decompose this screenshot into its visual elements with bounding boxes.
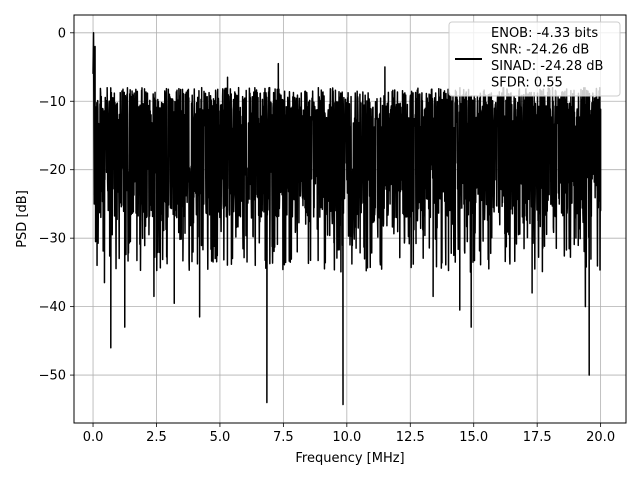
y-tick-label: −30: [39, 232, 66, 247]
legend-box: [448, 21, 621, 97]
legend-line-snr: SNR: -24.26 dB: [491, 43, 589, 58]
series-group: [92, 32, 602, 406]
y-tick-label: −50: [39, 369, 66, 384]
y-tick-label: 0: [58, 26, 66, 41]
psd-series-line: [92, 32, 602, 406]
x-tick-label: 20.0: [586, 430, 615, 445]
x-ticks: 0.0 2.5 5.0 7.5 10.0 12.5 15.0 17.5 20.0: [83, 423, 615, 445]
y-axis-label: PSD [dB]: [15, 190, 30, 248]
x-tick-label: 17.5: [523, 430, 552, 445]
legend: ENOB: -4.33 bits SNR: -24.26 dB SINAD: -…: [448, 21, 621, 97]
legend-line-sinad: SINAD: -24.28 dB: [491, 59, 603, 74]
x-tick-label: 5.0: [210, 430, 231, 445]
x-tick-label: 15.0: [459, 430, 488, 445]
x-tick-label: 12.5: [396, 430, 425, 445]
x-tick-label: 2.5: [146, 430, 167, 445]
plot-frame: [73, 14, 627, 424]
x-tick-label: 7.5: [273, 430, 294, 445]
y-tick-label: −40: [39, 300, 66, 315]
x-tick-label: 0.0: [83, 430, 104, 445]
x-axis-label: Frequency [MHz]: [295, 451, 404, 466]
legend-line-sfdr: SFDR: 0.55: [491, 76, 563, 91]
x-tick-label: 10.0: [332, 430, 361, 445]
y-tick-label: −20: [39, 163, 66, 178]
legend-line-enob: ENOB: -4.33 bits: [491, 26, 598, 41]
y-ticks: 0 −10 −20 −30 −40 −50: [39, 26, 74, 384]
y-tick-label: −10: [39, 95, 66, 110]
